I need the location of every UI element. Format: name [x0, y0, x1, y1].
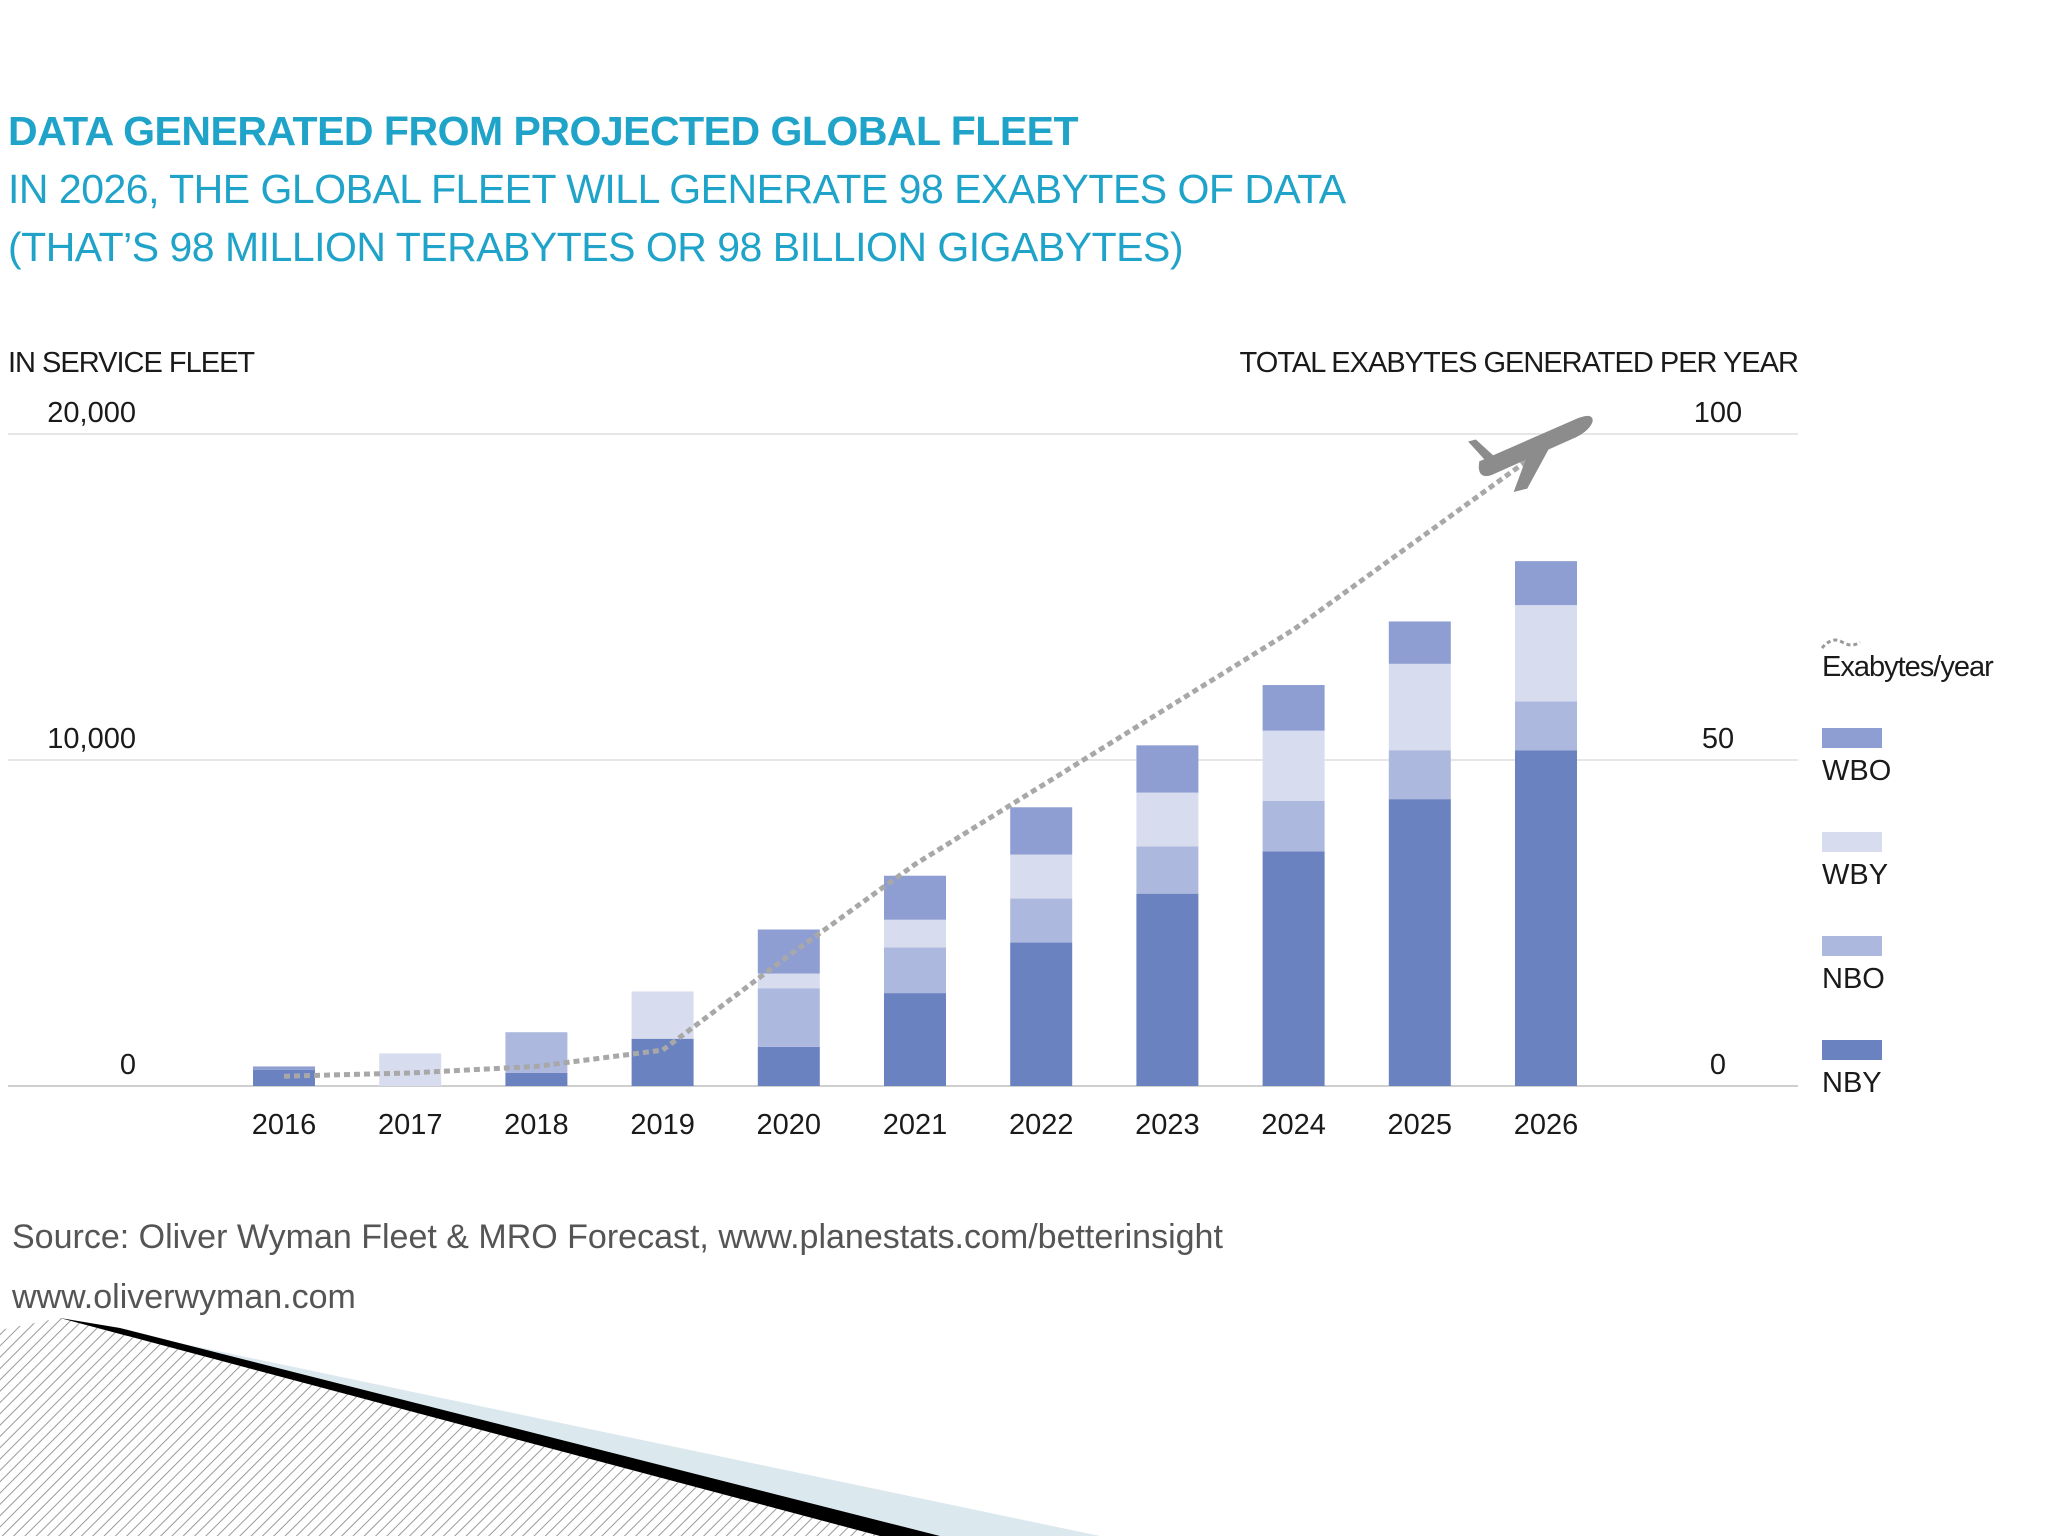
bar-segment-nbo [884, 947, 946, 994]
legend-item-wby: WBY [1822, 832, 1888, 891]
x-tick-label: 2025 [1388, 1109, 1453, 1141]
bar-segment-nbo [1388, 750, 1451, 800]
bar-segment-wby [1515, 605, 1577, 702]
x-tick-label: 2022 [1009, 1109, 1074, 1141]
bar-segment-wbo [757, 929, 820, 974]
x-tick-label: 2016 [252, 1109, 317, 1141]
bar-segment-wby [1262, 730, 1325, 801]
right-tick-label: 100 [1694, 397, 1742, 429]
bar-stack-2017 [379, 1053, 442, 1086]
exabytes-line [283, 445, 1548, 1079]
x-tick-label: 2021 [883, 1109, 948, 1141]
bar-segment-wby [884, 919, 946, 948]
bar-segment-wby [757, 973, 820, 989]
right-tick-label: 50 [1702, 723, 1734, 755]
bar-segment-wbo [1010, 807, 1073, 855]
bar-stack-2020 [757, 929, 820, 1086]
x-tick-label: 2026 [1514, 1109, 1579, 1141]
bar-segment-wbo [1136, 745, 1199, 793]
legend-swatch [1822, 832, 1882, 852]
bar-segment-nby [1388, 799, 1451, 1086]
legend-swatch [1822, 936, 1882, 956]
bar-segment-wbo [1388, 621, 1451, 664]
chart-subtitle-line-1: IN 2026, THE GLOBAL FLEET WILL GENERATE … [8, 166, 1346, 212]
legend-label: WBO [1822, 755, 1891, 787]
chart-subtitle-line-2: (THAT’S 98 MILLION TERABYTES OR 98 BILLI… [8, 224, 1183, 270]
bar-segment-wbo [1515, 561, 1577, 606]
bar-segment-nby [884, 993, 946, 1086]
bar-segment-nby [1515, 750, 1577, 1086]
airplane-icon [1468, 415, 1593, 492]
bar-segment-wby [1136, 792, 1199, 847]
legend-swatch [1822, 1040, 1882, 1060]
x-tick-label: 2019 [630, 1109, 695, 1141]
legend-label: Exabytes/year [1822, 651, 1994, 683]
bars [253, 561, 1577, 1086]
bar-stack-2024 [1262, 685, 1325, 1086]
bar-segment-nbo [1010, 898, 1073, 943]
left-axis-label: IN SERVICE FLEET [8, 347, 255, 379]
website-note: www.oliverwyman.com [12, 1278, 356, 1316]
decorative-black-stripe [60, 1318, 940, 1536]
right-axis-ticks: 100 50 0 [1694, 397, 1742, 1081]
chart-title: DATA GENERATED FROM PROJECTED GLOBAL FLE… [8, 108, 1079, 154]
legend-label: WBY [1822, 859, 1888, 891]
x-tick-label: 2024 [1261, 1109, 1326, 1141]
left-tick-label: 20,000 [47, 397, 136, 429]
decorative-corner [0, 1318, 1100, 1536]
bar-segment-wby [1388, 663, 1451, 751]
x-tick-label: 2018 [504, 1109, 569, 1141]
left-axis-ticks: 20,000 10,000 0 [47, 397, 136, 1081]
legend-line-swatch [1820, 638, 1861, 649]
legend-item-exabytes: Exabytes/year [1820, 638, 1995, 683]
bar-segment-wby [631, 991, 694, 1039]
bar-segment-wbo [1262, 685, 1325, 731]
bar-segment-wbo [253, 1066, 315, 1070]
x-tick-label: 2017 [378, 1109, 443, 1141]
bar-segment-nby [757, 1046, 820, 1086]
legend-item-nbo: NBO [1822, 936, 1885, 995]
left-tick-label: 0 [120, 1049, 136, 1081]
bar-segment-nbo [757, 988, 820, 1047]
bar-segment-nby [1010, 942, 1073, 1086]
decorative-hatch [0, 1318, 880, 1536]
bar-segment-nby [631, 1038, 694, 1086]
bar-segment-nby [1136, 893, 1199, 1086]
legend-item-wbo: WBO [1822, 728, 1891, 787]
x-tick-label: 2020 [757, 1109, 822, 1141]
bar-stack-2021 [884, 875, 946, 1086]
bar-segment-wby [1010, 854, 1073, 899]
bar-stack-2025 [1388, 621, 1451, 1086]
legend-label: NBO [1822, 963, 1885, 995]
legend: Exabytes/year WBO WBY NBO NBY [1820, 638, 1995, 1099]
bar-stack-2023 [1136, 745, 1199, 1086]
bar-stack-2022 [1010, 807, 1073, 1086]
bar-segment-nby [1262, 851, 1325, 1086]
left-tick-label: 10,000 [47, 723, 136, 755]
bar-segment-nby [505, 1072, 568, 1086]
bar-stack-2019 [631, 991, 694, 1086]
bar-segment-nbo [1515, 701, 1577, 751]
right-axis-label: TOTAL EXABYTES GENERATED PER YEAR [1240, 347, 1798, 379]
bar-segment-nbo [1262, 800, 1325, 852]
legend-item-nby: NBY [1822, 1040, 1882, 1099]
source-note: Source: Oliver Wyman Fleet & MRO Forecas… [12, 1218, 1223, 1256]
legend-label: NBY [1822, 1067, 1882, 1099]
chart-svg: IN SERVICE FLEET TOTAL EXABYTES GENERATE… [8, 347, 1995, 1141]
bar-stack-2026 [1515, 561, 1577, 1086]
bar-stack-2018 [505, 1032, 568, 1086]
bar-segment-wby [379, 1053, 442, 1086]
right-tick-label: 0 [1710, 1049, 1726, 1081]
legend-swatch [1822, 728, 1882, 748]
x-tick-label: 2023 [1135, 1109, 1200, 1141]
x-axis-ticks: 2016 2017 2018 2019 2020 2021 2022 2023 2024 2025… [252, 1109, 1579, 1141]
bar-segment-wbo [884, 875, 946, 920]
bar-segment-nbo [1136, 846, 1199, 894]
